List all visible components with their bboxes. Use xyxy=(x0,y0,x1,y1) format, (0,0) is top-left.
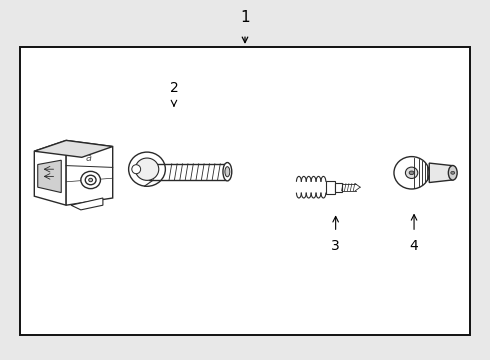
Ellipse shape xyxy=(85,175,96,185)
Ellipse shape xyxy=(223,163,232,181)
Circle shape xyxy=(409,171,414,175)
Circle shape xyxy=(451,171,455,174)
Text: a: a xyxy=(85,153,91,163)
Bar xyxy=(335,183,342,192)
Ellipse shape xyxy=(89,178,93,182)
Polygon shape xyxy=(38,160,61,193)
Ellipse shape xyxy=(405,167,418,179)
Ellipse shape xyxy=(448,166,457,180)
Polygon shape xyxy=(34,140,66,205)
Ellipse shape xyxy=(132,165,141,174)
Bar xyxy=(20,47,470,335)
Polygon shape xyxy=(71,198,103,210)
Text: 3: 3 xyxy=(331,239,340,253)
Bar xyxy=(326,181,335,194)
Polygon shape xyxy=(66,140,113,205)
Ellipse shape xyxy=(128,152,165,186)
Ellipse shape xyxy=(225,167,230,177)
Polygon shape xyxy=(429,163,453,183)
Text: 4: 4 xyxy=(410,239,418,253)
Text: 1: 1 xyxy=(240,10,250,25)
Polygon shape xyxy=(34,140,113,157)
Text: 2: 2 xyxy=(170,81,178,95)
Ellipse shape xyxy=(135,158,159,180)
Ellipse shape xyxy=(81,171,100,189)
Ellipse shape xyxy=(394,157,429,189)
